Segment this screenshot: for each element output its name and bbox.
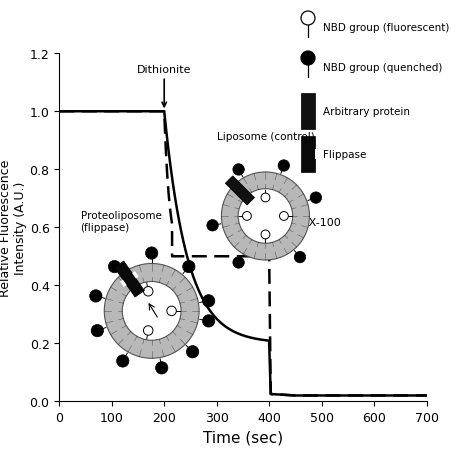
Circle shape bbox=[301, 12, 315, 26]
Bar bbox=[120, 280, 127, 287]
Circle shape bbox=[233, 257, 244, 269]
Circle shape bbox=[202, 315, 215, 327]
Text: Triton X-100: Triton X-100 bbox=[273, 218, 341, 253]
Circle shape bbox=[146, 247, 158, 260]
Circle shape bbox=[186, 346, 199, 358]
Circle shape bbox=[109, 261, 121, 273]
Circle shape bbox=[144, 326, 153, 336]
Circle shape bbox=[117, 355, 129, 367]
Text: Arbitrary protein: Arbitrary protein bbox=[323, 107, 410, 117]
Text: Proteoliposome
(flippase): Proteoliposome (flippase) bbox=[81, 211, 162, 232]
Text: NBD group (fluorescent): NBD group (fluorescent) bbox=[323, 23, 449, 33]
Circle shape bbox=[207, 220, 219, 231]
Circle shape bbox=[155, 362, 168, 374]
Bar bbox=[132, 272, 139, 279]
Circle shape bbox=[301, 52, 315, 66]
Text: Dithionite: Dithionite bbox=[137, 64, 191, 107]
Text: Liposome (control): Liposome (control) bbox=[217, 132, 314, 142]
Circle shape bbox=[310, 193, 322, 204]
Circle shape bbox=[167, 307, 176, 316]
Circle shape bbox=[233, 164, 244, 176]
Circle shape bbox=[182, 261, 195, 273]
Circle shape bbox=[104, 264, 199, 359]
Bar bbox=[301, 94, 315, 130]
Circle shape bbox=[294, 252, 306, 263]
Circle shape bbox=[278, 161, 290, 172]
Bar bbox=[225, 176, 255, 206]
Circle shape bbox=[261, 193, 270, 202]
Circle shape bbox=[90, 290, 102, 303]
Circle shape bbox=[243, 212, 251, 221]
Circle shape bbox=[261, 230, 270, 239]
Bar bbox=[301, 137, 315, 173]
Text: NBD group (quenched): NBD group (quenched) bbox=[323, 63, 442, 73]
Text: Flippase: Flippase bbox=[323, 150, 366, 160]
Circle shape bbox=[122, 282, 181, 341]
Circle shape bbox=[144, 287, 153, 296]
Bar bbox=[315, 150, 321, 160]
Bar bbox=[295, 150, 301, 160]
Circle shape bbox=[221, 173, 310, 260]
Circle shape bbox=[238, 189, 293, 244]
Bar bbox=[114, 262, 145, 297]
Circle shape bbox=[280, 212, 288, 221]
X-axis label: Time (sec): Time (sec) bbox=[203, 430, 283, 445]
Y-axis label: Relative Fluorescence
Intensity (A.U.): Relative Fluorescence Intensity (A.U.) bbox=[0, 159, 27, 296]
Circle shape bbox=[91, 325, 103, 337]
Circle shape bbox=[202, 295, 215, 307]
